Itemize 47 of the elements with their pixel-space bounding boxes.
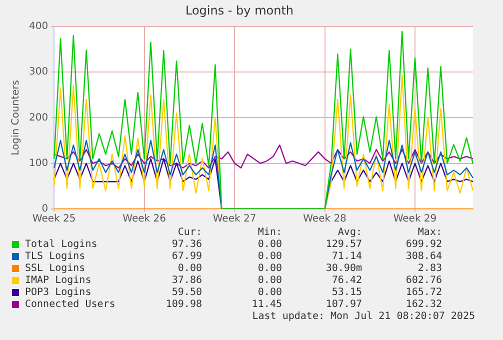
text: Last update: Mon Jul 21 08:20:07 2025 bbox=[252, 311, 475, 322]
text: 59.50 bbox=[170, 287, 202, 299]
legend-label: Connected Users bbox=[24, 299, 116, 311]
legend-label: SSL Logins bbox=[24, 263, 86, 275]
text: 53.15 bbox=[330, 287, 362, 299]
text: 37.86 bbox=[170, 275, 202, 287]
text: 308.64 bbox=[404, 251, 442, 263]
text: 0.00 bbox=[256, 251, 282, 263]
y-axis-title: Login Counters bbox=[10, 80, 22, 156]
y-tick-label: 300 bbox=[28, 66, 48, 78]
text: Min: bbox=[256, 227, 282, 239]
y-tick-label: 0 bbox=[42, 204, 48, 215]
text: 30.90m bbox=[324, 263, 362, 275]
text: 97.36 bbox=[170, 239, 202, 251]
y-tick-label: 400 bbox=[28, 20, 48, 32]
x-tick-label: Week 26 bbox=[122, 214, 166, 225]
text: 602.76 bbox=[404, 275, 442, 287]
text: 67.99 bbox=[170, 251, 202, 263]
x-tick-label: Week 27 bbox=[212, 214, 256, 225]
text: 11.45 bbox=[250, 299, 282, 311]
legend-label: POP3 Logins bbox=[24, 287, 92, 299]
y-tick-label: 100 bbox=[28, 158, 48, 169]
x-tick-label: Week 29 bbox=[393, 214, 437, 225]
chart-title: Logins - by month bbox=[185, 3, 294, 18]
text: 109.98 bbox=[164, 299, 202, 311]
text: 71.14 bbox=[330, 251, 362, 263]
x-tick-label: Week 28 bbox=[303, 214, 346, 225]
text: 0.00 bbox=[176, 263, 202, 275]
text: 107.97 bbox=[324, 299, 362, 311]
text: 165.72 bbox=[404, 287, 442, 299]
text: 0.00 bbox=[256, 287, 282, 299]
text: 0.00 bbox=[256, 275, 282, 287]
text: 0.00 bbox=[256, 239, 282, 251]
text: 76.42 bbox=[330, 275, 362, 287]
y-tick-label: 200 bbox=[28, 112, 48, 124]
legend-label: Total Logins bbox=[24, 239, 98, 251]
legend-label: TLS Logins bbox=[24, 251, 86, 263]
legend-label: IMAP Logins bbox=[24, 275, 92, 287]
text: Avg: bbox=[336, 227, 362, 239]
text: 699.92 bbox=[404, 239, 442, 251]
text: Cur: bbox=[176, 227, 202, 239]
x-tick-label: Week 25 bbox=[32, 214, 76, 225]
text: 162.32 bbox=[404, 299, 442, 311]
text: 129.57 bbox=[324, 239, 362, 251]
text: 0.00 bbox=[256, 263, 282, 275]
text: 2.83 bbox=[416, 263, 442, 275]
text: Max: bbox=[416, 227, 442, 239]
